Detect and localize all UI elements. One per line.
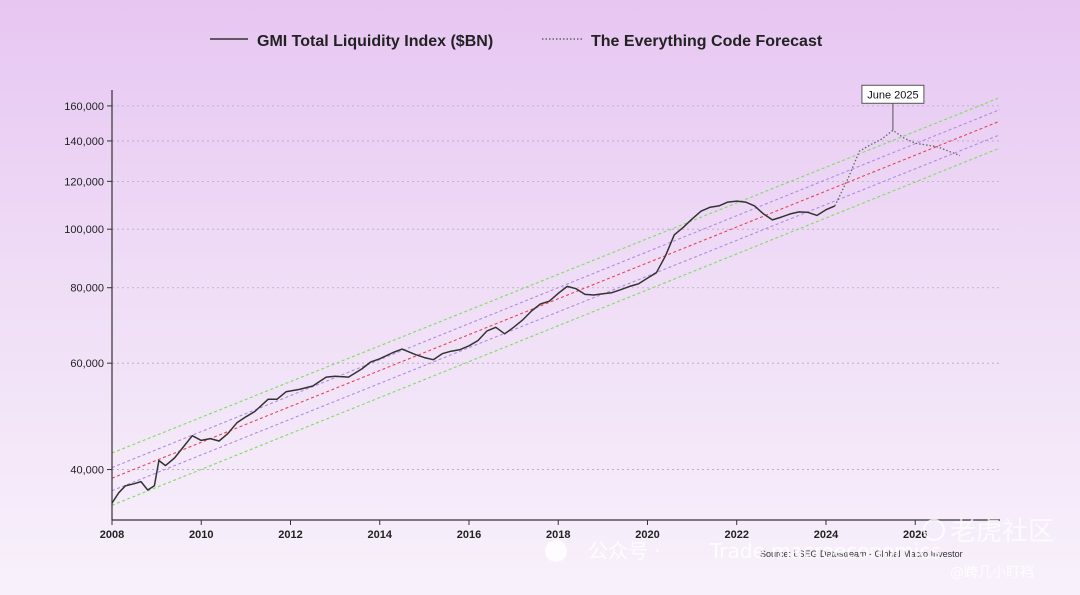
annotation-label: June 2025 <box>867 89 918 101</box>
x-tick-label-2016: 2016 <box>457 529 481 541</box>
annotation-callout: June 2025 <box>861 84 925 131</box>
tiger-logo-icon <box>923 519 945 541</box>
y-tick-label-40000: 40,000 <box>70 465 104 477</box>
x-tick-label-2022: 2022 <box>724 529 748 541</box>
watermark-wechat-label: 公众号 · <box>588 539 661 563</box>
series-lines <box>111 129 961 504</box>
x-tick-label-2010: 2010 <box>189 529 213 541</box>
y-tick-label-120000: 120,000 <box>64 176 104 188</box>
x-axis-labels: 2008 2010 2012 2014 2016 2018 2020 2022 2024 2026 <box>100 529 928 541</box>
series-line-forecast <box>834 129 961 207</box>
x-tick-label-2008: 2008 <box>100 529 124 541</box>
x-tick-label-2026: 2026 <box>903 529 927 541</box>
y-axis-labels: 40,000 60,000 80,000 100,000 120,000 140,000 1… <box>64 101 104 477</box>
legend-label-liquidity: GMI Total Liquidity Index ($BN) <box>257 33 493 50</box>
band-line-lower-inner <box>111 134 1001 492</box>
x-tick-label-2024: 2024 <box>814 529 839 541</box>
band-line-center <box>111 120 1001 479</box>
legend: GMI Total Liquidity Index ($BN) The Ever… <box>210 33 823 50</box>
regression-bands <box>111 97 1001 506</box>
wechat-icon <box>545 540 567 562</box>
grid <box>107 105 1000 471</box>
y-tick-label-80000: 80,000 <box>70 283 104 295</box>
watermarks: 公众号 · Trade macroeconomics 老虎社区 @跨几小盯裆 <box>545 517 1054 581</box>
watermark-tiger-community: 老虎社区 <box>950 517 1054 547</box>
axes <box>111 90 1000 525</box>
x-tick-label-2014: 2014 <box>367 529 392 541</box>
band-line-upper-inner <box>111 109 1001 469</box>
x-tick-label-2012: 2012 <box>278 529 302 541</box>
watermark-username: @跨几小盯裆 <box>950 565 1034 581</box>
series-line-liquidity <box>111 200 836 504</box>
annotation-box <box>861 84 925 104</box>
watermark-wechat-account: Trade macroeconomics <box>709 539 941 563</box>
y-tick-label-60000: 60,000 <box>70 358 104 370</box>
source-note: Source: LSEG Datastream - Global Macro I… <box>760 549 963 559</box>
x-tick-label-2020: 2020 <box>635 529 659 541</box>
band-line-lower-outer <box>111 147 1001 506</box>
y-tick-label-140000: 140,000 <box>64 136 104 148</box>
legend-label-forecast: The Everything Code Forecast <box>591 33 823 50</box>
y-tick-label-160000: 160,000 <box>64 101 104 113</box>
x-tick-label-2018: 2018 <box>546 529 570 541</box>
y-tick-label-100000: 100,000 <box>64 224 104 236</box>
band-line-upper-outer <box>111 97 1001 454</box>
